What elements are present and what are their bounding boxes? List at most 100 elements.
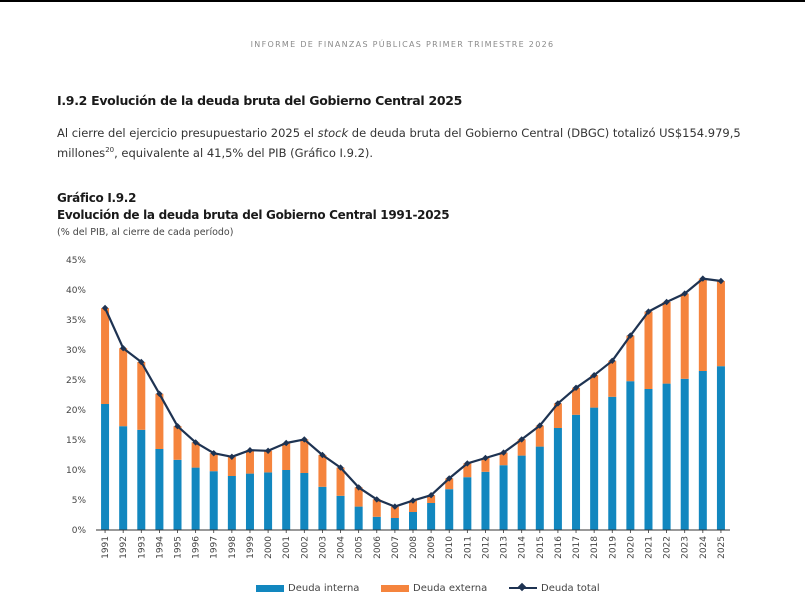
x-tick-label-2004: 2004 xyxy=(337,536,347,559)
bar-deuda-interna-2023 xyxy=(680,378,689,530)
bar-deuda-externa-1995 xyxy=(173,426,182,460)
point-deuda-total-1992 xyxy=(119,345,127,352)
bar-deuda-interna-2018 xyxy=(590,407,599,530)
x-tick-label-1991: 1991 xyxy=(101,536,111,559)
bar-deuda-interna-2022 xyxy=(662,383,671,530)
point-deuda-total-2017 xyxy=(572,384,580,391)
point-deuda-total-2012 xyxy=(482,454,489,462)
bar-deuda-interna-1998 xyxy=(227,476,236,530)
point-deuda-total-2009 xyxy=(427,492,435,499)
bar-deuda-externa-2014 xyxy=(517,439,526,456)
x-tick-label-2017: 2017 xyxy=(572,536,582,559)
point-deuda-total-2015 xyxy=(536,422,543,429)
point-deuda-total-2010 xyxy=(446,475,453,482)
bar-deuda-interna-2011 xyxy=(463,477,472,530)
point-deuda-total-1999 xyxy=(246,447,254,454)
y-tick-label: 0% xyxy=(72,526,87,536)
debt-chart: 0%5%10%15%20%25%30%35%40%45% 1991 1992 199… xyxy=(66,256,730,559)
x-tick-label-1993: 1993 xyxy=(137,536,147,559)
bar-deuda-externa-2017 xyxy=(572,387,581,415)
legend-label-externa: Deuda externa xyxy=(413,582,488,594)
point-deuda-total-2001 xyxy=(283,439,290,447)
x-axis: 1991 1992 1993 1994 1995 1996 1997 1998 1999 2000… xyxy=(96,529,730,559)
total-line-group xyxy=(101,275,725,510)
x-tick-label-2023: 2023 xyxy=(681,536,691,559)
x-tick-label-2000: 2000 xyxy=(264,536,274,559)
x-tick-label-2001: 2001 xyxy=(282,536,292,559)
bar-deuda-interna-1994 xyxy=(155,449,164,530)
bar-deuda-externa-2015 xyxy=(535,425,544,447)
x-tick-label-2003: 2003 xyxy=(318,536,328,559)
x-tick-label-2021: 2021 xyxy=(644,536,654,559)
bar-deuda-externa-2004 xyxy=(336,467,345,496)
y-axis: 0% 5% 10% 15% 20% 25% 30% 35% 40% 45% xyxy=(66,256,86,536)
point-deuda-total-2004 xyxy=(337,464,344,471)
point-deuda-total-2000 xyxy=(264,447,272,454)
bar-deuda-interna-2001 xyxy=(282,470,291,530)
x-tick-label-2010: 2010 xyxy=(445,536,455,559)
figure-title: Evolución de la deuda bruta del Gobierno… xyxy=(57,208,450,222)
point-deuda-total-2006 xyxy=(373,496,380,503)
bar-deuda-interna-2025 xyxy=(716,366,725,530)
point-deuda-total-2002 xyxy=(301,436,308,443)
bar-deuda-externa-2006 xyxy=(372,499,381,517)
bar-deuda-externa-2018 xyxy=(590,375,599,408)
bar-deuda-interna-2012 xyxy=(481,471,490,530)
y-tick-label: 30% xyxy=(66,346,86,356)
bar-deuda-interna-1999 xyxy=(245,473,254,530)
point-deuda-total-2025 xyxy=(717,277,725,285)
bar-deuda-externa-1991 xyxy=(101,308,110,404)
point-deuda-total-2020 xyxy=(627,332,634,339)
legend-item-externa: Deuda externa xyxy=(381,581,487,595)
bar-deuda-externa-2025 xyxy=(716,281,725,367)
x-tick-label-2005: 2005 xyxy=(355,536,365,559)
bar-deuda-externa-2009 xyxy=(427,495,436,503)
point-deuda-total-2024 xyxy=(699,275,707,282)
point-deuda-total-2008 xyxy=(409,497,417,504)
para-text-3: , equivalente al 41,5% del PIB (Gráfico … xyxy=(114,145,374,160)
bar-deuda-externa-2020 xyxy=(626,335,635,382)
legend-swatch-externa xyxy=(381,584,409,592)
x-tick-label-2015: 2015 xyxy=(536,536,546,559)
bar-deuda-externa-2007 xyxy=(390,506,399,518)
x-tick-label-2002: 2002 xyxy=(300,536,310,559)
point-deuda-total-2003 xyxy=(319,451,326,459)
footnote-ref[interactable]: 20 xyxy=(105,146,115,154)
y-tick-label: 5% xyxy=(72,496,87,506)
body-paragraph: Al cierre del ejercicio presupuestario 2… xyxy=(57,125,757,162)
x-tick-label-2006: 2006 xyxy=(373,536,383,559)
point-deuda-total-1993 xyxy=(138,358,145,366)
bar-deuda-externa-2023 xyxy=(680,293,689,379)
point-deuda-total-1995 xyxy=(174,423,181,430)
y-tick-label: 45% xyxy=(66,256,86,266)
legend-swatch-interna xyxy=(256,584,284,592)
x-tick-label-2008: 2008 xyxy=(409,536,419,559)
bar-deuda-externa-2024 xyxy=(698,278,707,371)
para-emphasis: stock xyxy=(317,126,349,140)
bar-deuda-externa-1993 xyxy=(137,362,146,430)
y-tick-label: 25% xyxy=(66,376,86,386)
legend-label-interna: Deuda interna xyxy=(288,582,360,594)
point-deuda-total-1998 xyxy=(228,453,236,460)
bar-deuda-externa-2021 xyxy=(644,311,653,389)
y-tick-label: 15% xyxy=(66,436,86,446)
bar-deuda-externa-1999 xyxy=(245,450,254,474)
bar-deuda-interna-1995 xyxy=(173,459,182,530)
bar-deuda-externa-1994 xyxy=(155,393,164,449)
x-tick-label-2024: 2024 xyxy=(699,536,709,559)
x-tick-label-1994: 1994 xyxy=(155,536,165,559)
point-deuda-total-2019 xyxy=(609,357,616,364)
x-tick-label-1998: 1998 xyxy=(228,536,238,559)
bar-deuda-externa-2002 xyxy=(300,439,309,473)
bar-deuda-externa-2005 xyxy=(354,487,363,507)
x-tick-label-2022: 2022 xyxy=(663,536,673,559)
x-tick-label-2011: 2011 xyxy=(463,536,473,559)
bar-deuda-interna-2010 xyxy=(445,489,454,530)
x-tick-label-2020: 2020 xyxy=(626,536,636,559)
legend-item-interna: Deuda interna xyxy=(256,581,359,595)
report-header: INFORME DE FINANZAS PÚBLICAS PRIMER TRIM… xyxy=(250,40,555,49)
x-tick-label-2012: 2012 xyxy=(481,536,491,559)
bar-deuda-externa-1998 xyxy=(227,456,236,476)
figure-subtitle: (% del PIB, al cierre de cada período) xyxy=(57,227,234,238)
bar-deuda-interna-2003 xyxy=(318,486,327,530)
